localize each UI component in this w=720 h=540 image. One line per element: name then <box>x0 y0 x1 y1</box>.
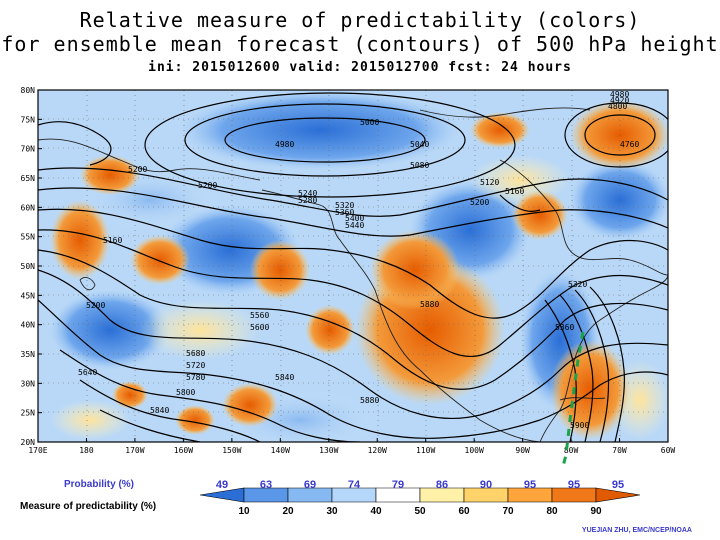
contour-label: 5720 <box>186 361 205 370</box>
lon-label: 110W <box>416 446 435 455</box>
probability-label: Probability (%) <box>64 479 135 490</box>
latitude-labels: 80N 75N 70N 65N 60N 55N 50N 45N 40N 35N 30N 25N 20N <box>21 86 42 447</box>
contour-label: 5160 <box>103 236 122 245</box>
measure-label: Measure of predictability (%) <box>20 501 157 512</box>
lon-label: 130W <box>319 446 338 455</box>
contour-label: 5880 <box>360 396 379 405</box>
probability-value: 90 <box>479 479 493 491</box>
probability-value: 63 <box>259 479 273 491</box>
lon-label: 170E <box>28 446 47 455</box>
contour-label: 5680 <box>186 349 205 358</box>
title-line-2: for ensemble mean forecast (contours) of… <box>1 32 719 56</box>
contour-label: 5320 <box>568 280 587 289</box>
lon-label: 60W <box>661 446 676 455</box>
title-line-1: Relative measure of predictability (colo… <box>79 8 641 32</box>
colorbar <box>199 487 641 503</box>
measure-value: 40 <box>370 506 382 517</box>
contour-label: 5400 <box>345 214 364 223</box>
lon-label: 70W <box>612 446 627 455</box>
measure-value: 50 <box>414 506 426 517</box>
measure-value: 90 <box>590 506 602 517</box>
lat-label: 55N <box>21 233 36 242</box>
contour-label: 5800 <box>176 388 195 397</box>
lat-label: 75N <box>21 115 36 124</box>
contour-label: 5320 <box>335 201 354 210</box>
contour-label: 5200 <box>470 198 489 207</box>
probability-value: 95 <box>567 479 581 491</box>
lat-label: 35N <box>21 350 36 359</box>
lat-label: 70N <box>21 145 36 154</box>
measure-value: 60 <box>458 506 470 517</box>
contour-label: 4800 <box>608 102 627 111</box>
contour-label: 5840 <box>275 373 294 382</box>
lon-label: 90W <box>515 446 530 455</box>
contour-label: 4760 <box>620 140 639 149</box>
measure-value: 10 <box>238 506 250 517</box>
contour-label: 5360 <box>335 208 354 217</box>
lon-label: 140W <box>271 446 290 455</box>
measure-value: 70 <box>502 506 514 517</box>
contour-label: 4920 <box>610 96 629 105</box>
contour-label: 5360 <box>555 323 574 332</box>
lon-label: 170W <box>125 446 144 455</box>
longitude-labels: 170E 180 170W 160W 150W 140W 130W 120W 110W 100W 9… <box>28 438 675 455</box>
lat-label: 60N <box>21 203 36 212</box>
contour-label: 5280 <box>298 196 317 205</box>
probability-value: 95 <box>523 479 537 491</box>
lat-label: 40N <box>21 321 36 330</box>
contour-label: 5000 <box>360 118 379 127</box>
probability-value: 79 <box>391 479 405 491</box>
measure-value: 20 <box>282 506 294 517</box>
colorbar-segment <box>595 487 641 503</box>
contour-label: 5560 <box>250 311 269 320</box>
probability-value: 95 <box>611 479 625 491</box>
title-line-3: ini: 2015012600 valid: 2015012700 fcst: … <box>148 60 572 75</box>
contour-label: 5840 <box>150 406 169 415</box>
contour-label: 4980 <box>610 90 629 99</box>
lat-label: 30N <box>21 379 36 388</box>
contour-label: 5200 <box>198 181 217 190</box>
contour-label: 5200 <box>86 301 105 310</box>
lat-label: 50N <box>21 262 36 271</box>
probability-value: 69 <box>303 479 317 491</box>
contour-label: 4980 <box>275 140 294 149</box>
measure-value: 30 <box>326 506 338 517</box>
probability-value: 86 <box>435 479 449 491</box>
lat-label: 25N <box>21 409 36 418</box>
lat-label: 20N <box>21 438 36 447</box>
contour-label: 5040 <box>410 140 429 149</box>
storm-track-marker <box>560 331 585 471</box>
lon-label: 180 <box>79 446 94 455</box>
lon-label: 80W <box>564 446 579 455</box>
contour-label: 5640 <box>78 368 97 377</box>
contour-label: 5780 <box>186 373 205 382</box>
lat-label: 65N <box>21 174 36 183</box>
probability-value: 49 <box>215 479 229 491</box>
height-contours <box>38 92 668 442</box>
lon-label: 160W <box>174 446 193 455</box>
lon-label: 120W <box>368 446 387 455</box>
lat-label: 80N <box>21 86 36 95</box>
contour-label: 5440 <box>345 221 364 230</box>
lat-label: 45N <box>21 291 36 300</box>
contour-label: 5600 <box>250 323 269 332</box>
contour-label: 5900 <box>570 421 589 430</box>
lon-label: 100W <box>465 446 484 455</box>
contour-label: 5080 <box>410 161 429 170</box>
contour-label: 5880 <box>420 300 439 309</box>
lon-label: 150W <box>222 446 241 455</box>
probability-value: 74 <box>347 479 361 491</box>
credit-text: YUEJIAN ZHU, EMC/NCEP/NOAA <box>581 527 692 534</box>
contour-label: 5200 <box>128 165 147 174</box>
contour-label: 5240 <box>298 189 317 198</box>
measure-value: 80 <box>546 506 558 517</box>
contour-label: 5120 <box>480 178 499 187</box>
contour-label: 5160 <box>505 187 524 196</box>
